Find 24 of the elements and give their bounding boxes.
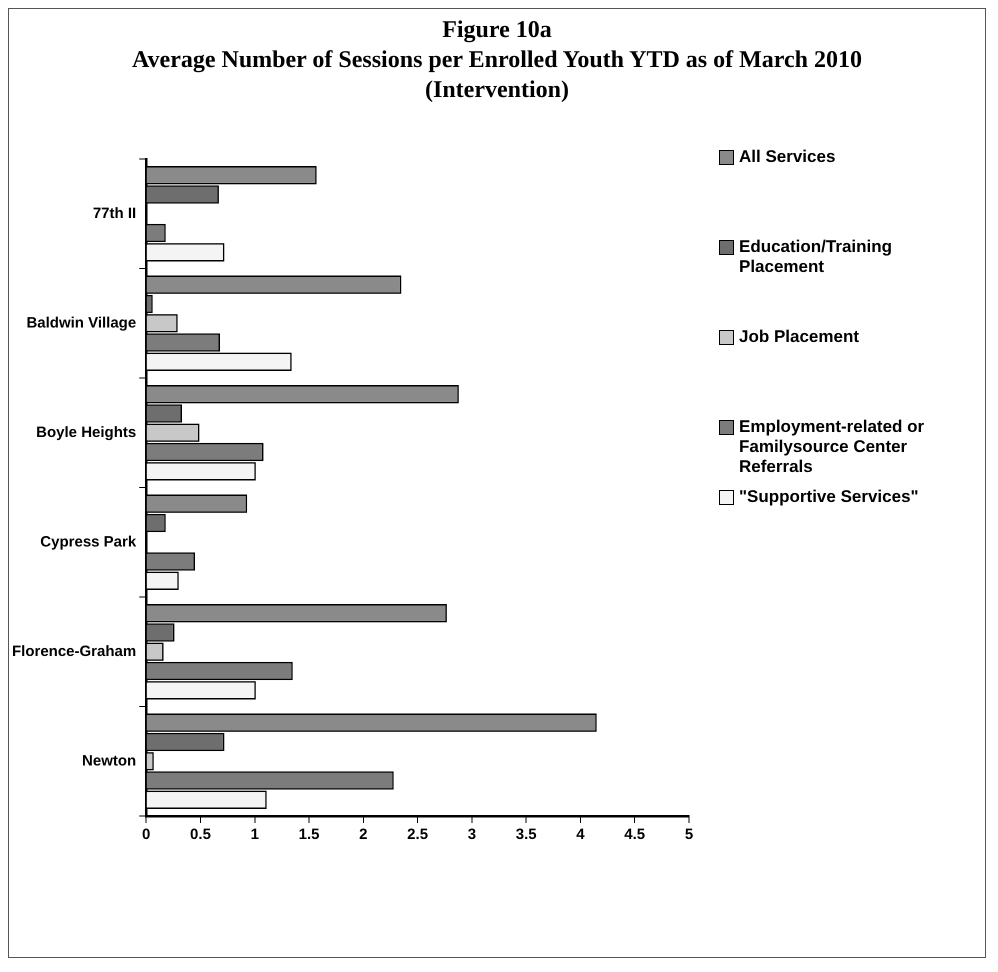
chart-title: Figure 10a <box>441 16 553 45</box>
x-tick-label: 3.5 <box>516 826 537 844</box>
y-tick-label: Baldwin Village <box>26 314 136 332</box>
y-tick-label: Boyle Heights <box>36 424 136 441</box>
y-tick-label: Cypress Park <box>40 533 137 550</box>
legend-label: Education/Training Placement <box>739 237 894 277</box>
x-tick-label: 5 <box>684 826 694 844</box>
y-tick-label: Newton <box>82 752 136 770</box>
text: "Supportive Services" <box>739 487 919 507</box>
legend-label: Employment-related or Familysource Center Referrals <box>739 417 926 477</box>
x-tick-label: 1.5 <box>298 826 320 844</box>
y-tick-label: 77th II <box>92 204 136 222</box>
legend-label: All Services <box>739 147 836 167</box>
x-tick-label: 0.5 <box>190 826 211 844</box>
x-tick-label: 4 <box>576 826 586 844</box>
y-tick-label: Florence-Graham <box>12 642 136 660</box>
x-tick-label: 0 <box>142 826 150 844</box>
chart-subtitle: Average Number of Sessions per Enrolled Youth YTD as of March 2010 (Intervention) <box>130 46 863 105</box>
x-tick-label: 1 <box>250 826 259 844</box>
x-tick-label: 2.5 <box>407 826 428 844</box>
x-tick-label: 4.5 <box>624 826 646 844</box>
x-tick-label: 2 <box>359 826 368 844</box>
x-tick-label: 3 <box>468 826 476 844</box>
legend-label: Job Placement <box>739 327 859 347</box>
